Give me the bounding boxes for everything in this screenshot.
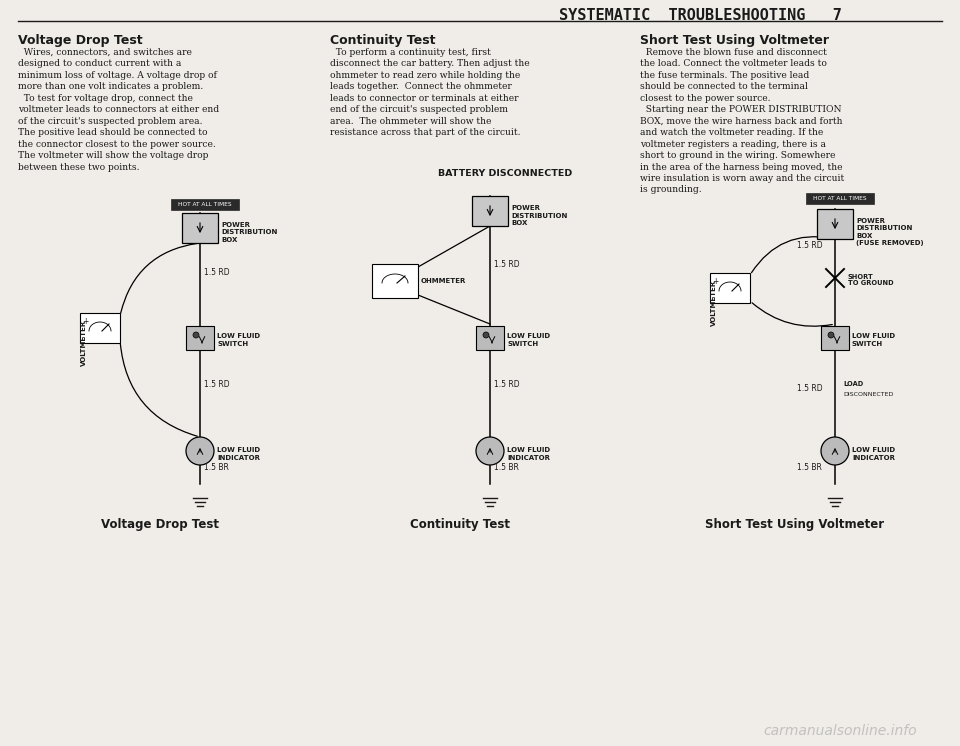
Text: SYSTEMATIC  TROUBLESHOOTING   7: SYSTEMATIC TROUBLESHOOTING 7 (559, 8, 841, 23)
Bar (186, 326, 214, 350)
Bar (472, 196, 508, 226)
Text: 1.5 RD: 1.5 RD (204, 268, 229, 277)
Text: 1.5 RD: 1.5 RD (797, 384, 823, 393)
Text: 1.5 BR: 1.5 BR (494, 463, 518, 472)
Text: LOAD: LOAD (843, 381, 863, 387)
Bar (171, 198, 239, 210)
Text: DISCONNECTED: DISCONNECTED (843, 392, 894, 397)
Text: +: + (82, 317, 88, 326)
Text: HOT AT ALL TIMES: HOT AT ALL TIMES (179, 201, 231, 207)
Text: LOW FLUID
INDICATOR: LOW FLUID INDICATOR (507, 447, 550, 460)
Text: Wires, connectors, and switches are
designed to conduct current with a
minimum l: Wires, connectors, and switches are desi… (18, 48, 219, 172)
Text: Voltage Drop Test: Voltage Drop Test (101, 518, 219, 531)
Circle shape (828, 332, 834, 338)
Text: VOLTMETER: VOLTMETER (711, 280, 717, 326)
Text: Remove the blown fuse and disconnect
the load. Connect the voltmeter leads to
th: Remove the blown fuse and disconnect the… (640, 48, 844, 195)
Text: -: - (712, 293, 715, 302)
Circle shape (483, 332, 489, 338)
Text: POWER
DISTRIBUTION
BOX: POWER DISTRIBUTION BOX (221, 222, 277, 243)
Text: 1.5 BR: 1.5 BR (204, 463, 228, 472)
Bar (806, 192, 874, 204)
Bar (476, 326, 504, 350)
Text: 1.5 RD: 1.5 RD (797, 241, 823, 250)
Circle shape (193, 332, 199, 338)
Text: TO GROUND: TO GROUND (848, 280, 894, 286)
Text: -: - (82, 333, 84, 342)
Text: Short Test Using Voltmeter: Short Test Using Voltmeter (640, 34, 829, 47)
Text: Continuity Test: Continuity Test (410, 518, 510, 531)
Text: Continuity Test: Continuity Test (330, 34, 436, 47)
Text: Voltage Drop Test: Voltage Drop Test (18, 34, 143, 47)
Text: LOW FLUID
SWITCH: LOW FLUID SWITCH (852, 333, 895, 346)
Bar (182, 213, 218, 243)
Text: BATTERY DISCONNECTED: BATTERY DISCONNECTED (438, 169, 572, 178)
Text: LOW FLUID
SWITCH: LOW FLUID SWITCH (507, 333, 550, 346)
Text: 1.5 BR: 1.5 BR (797, 463, 822, 472)
Text: SHORT: SHORT (848, 274, 874, 280)
Text: Short Test Using Voltmeter: Short Test Using Voltmeter (706, 518, 884, 531)
Text: POWER
DISTRIBUTION
BOX: POWER DISTRIBUTION BOX (511, 205, 567, 226)
Text: HOT AT ALL TIMES: HOT AT ALL TIMES (813, 195, 867, 201)
Circle shape (821, 437, 849, 465)
Text: carmanualsonline.info: carmanualsonline.info (763, 724, 917, 738)
Bar (821, 326, 849, 350)
Circle shape (476, 437, 504, 465)
Text: 1.5 RD: 1.5 RD (204, 380, 229, 389)
Text: 1.5 RD: 1.5 RD (494, 260, 519, 269)
Text: LOW FLUID
INDICATOR: LOW FLUID INDICATOR (217, 447, 260, 460)
Text: LOW FLUID
SWITCH: LOW FLUID SWITCH (217, 333, 260, 346)
Text: OHMMETER: OHMMETER (421, 278, 467, 284)
Text: LOW FLUID
INDICATOR: LOW FLUID INDICATOR (852, 447, 895, 460)
Bar (710, 273, 750, 303)
Bar (80, 313, 120, 343)
Text: To perform a continuity test, first
disconnect the car battery. Then adjust the
: To perform a continuity test, first disc… (330, 48, 530, 137)
Circle shape (186, 437, 214, 465)
Text: 1.5 RD: 1.5 RD (494, 380, 519, 389)
Text: VOLTMETER: VOLTMETER (81, 320, 87, 366)
Text: POWER
DISTRIBUTION
BOX
(FUSE REMOVED): POWER DISTRIBUTION BOX (FUSE REMOVED) (856, 218, 924, 246)
Text: +: + (712, 277, 718, 286)
Bar (817, 209, 853, 239)
Bar (372, 264, 418, 298)
